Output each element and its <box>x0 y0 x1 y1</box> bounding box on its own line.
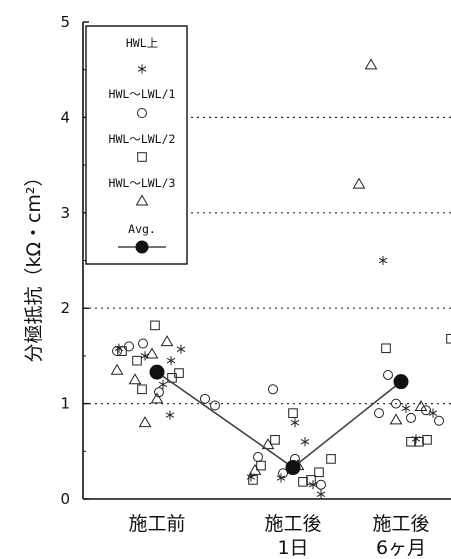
point-star <box>300 437 310 447</box>
legend: HWL上 HWL～LWL/1 HWL～LWL/2 HWL～LWL/3 Avg. <box>85 25 188 265</box>
point-circle <box>138 338 148 349</box>
point-square <box>326 454 336 464</box>
point-star <box>165 410 175 420</box>
point-square <box>446 333 451 344</box>
x-category-label: 施工後 <box>264 513 321 535</box>
legend-label: HWL～LWL/3 <box>109 176 176 190</box>
average-line <box>156 371 402 469</box>
legend-marker-triangle <box>135 194 149 206</box>
point-square <box>117 346 127 356</box>
y-tick-label: 4 <box>60 108 70 126</box>
legend-marker-star <box>137 64 147 74</box>
point-circle <box>391 398 401 409</box>
point-square <box>414 436 424 447</box>
point-circle <box>278 468 288 479</box>
point-star <box>140 351 150 361</box>
legend-box <box>85 25 188 265</box>
point-triangle <box>352 177 366 189</box>
y-tick-label: 3 <box>60 204 70 222</box>
point-star <box>378 255 388 266</box>
axes <box>82 21 451 500</box>
legend-marker-square <box>137 152 147 162</box>
point-triangle <box>248 463 262 475</box>
average-point <box>285 460 301 476</box>
point-square <box>256 460 266 471</box>
point-circle <box>253 452 263 463</box>
point-square <box>314 467 324 478</box>
y-tick-label: 1 <box>60 395 70 413</box>
average-point <box>393 374 409 390</box>
point-triangle <box>364 58 378 70</box>
point-square <box>174 368 184 378</box>
point-triangle <box>414 399 428 411</box>
point-square <box>248 475 258 485</box>
point-triangle <box>150 392 164 404</box>
point-square <box>306 475 316 485</box>
y-tick-labels: 0 1 2 3 4 5 <box>60 13 70 508</box>
point-square <box>150 320 160 331</box>
point-star <box>411 434 421 444</box>
point-triangle <box>110 363 124 375</box>
point-star <box>290 418 300 428</box>
point-triangle <box>389 413 403 425</box>
point-square <box>132 355 142 366</box>
point-circle <box>268 384 278 395</box>
legend-label: HWL上 <box>126 36 158 50</box>
legend-avg-marker <box>135 240 149 254</box>
point-triangle <box>128 373 142 385</box>
point-square <box>270 435 280 445</box>
average-point <box>149 364 165 380</box>
point-square <box>381 343 391 354</box>
y-axis-label: 分極抵抗（kΩ・cm²） <box>23 167 45 362</box>
average-series <box>149 364 409 476</box>
point-circle <box>406 412 416 423</box>
legend-label-avg: Avg. <box>128 222 156 236</box>
point-square <box>288 408 298 418</box>
point-circle <box>200 393 210 404</box>
point-circle <box>112 346 122 357</box>
point-square <box>406 436 416 447</box>
x-category-label: 施工後 <box>372 513 429 535</box>
y-tick-label: 5 <box>60 13 70 31</box>
point-square <box>422 435 432 445</box>
point-circle <box>383 369 393 380</box>
point-circle <box>316 479 326 490</box>
point-triangle <box>145 347 159 359</box>
legend-marker-circle <box>137 108 147 118</box>
point-triangle <box>138 416 152 428</box>
x-category-label: 施工前 <box>128 513 185 535</box>
point-star <box>176 344 186 354</box>
point-star <box>276 473 286 483</box>
legend-label: HWL～LWL/1 <box>109 87 176 101</box>
point-circle <box>434 415 444 426</box>
x-category-sublabel: 6ヶ月 <box>376 537 426 559</box>
point-square <box>298 477 308 487</box>
point-star <box>316 489 326 499</box>
y-tick-label: 0 <box>60 490 70 508</box>
point-triangle <box>261 438 275 450</box>
x-category-sublabel: 1日 <box>277 537 308 559</box>
point-square <box>137 384 147 395</box>
legend-label: HWL～LWL/2 <box>109 132 176 146</box>
point-star <box>401 403 411 413</box>
point-star <box>158 379 168 390</box>
point-star <box>166 356 176 366</box>
point-circle <box>374 408 384 419</box>
point-circle <box>210 400 220 411</box>
y-tick-label: 2 <box>60 299 70 317</box>
point-triangle <box>160 335 174 347</box>
